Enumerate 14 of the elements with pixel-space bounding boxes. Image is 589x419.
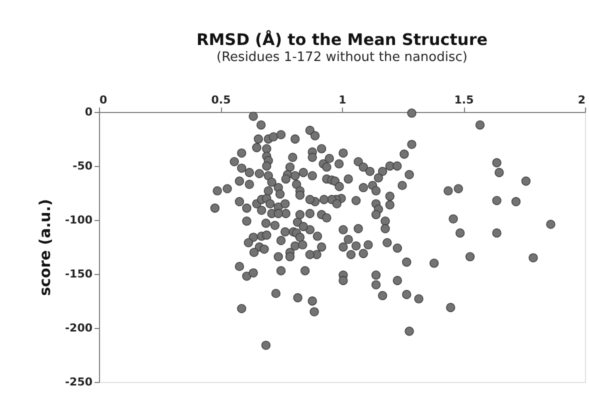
y-tick-label: -150 [64,268,93,280]
y-axis-title: score (a.u.) [36,199,54,296]
y-tick-label: -250 [64,376,93,388]
x-tick-label: 1.5 [454,94,474,106]
y-tick-label: -50 [72,160,93,172]
x-tick-label: 0 [100,94,108,106]
x-tick-label: 0.5 [211,94,231,106]
x-tick-label: 1 [338,94,346,106]
y-tick-label: -100 [64,214,93,226]
chart-title: RMSD (Å) to the Mean Structure [196,30,488,49]
y-tick-label: 0 [84,106,93,118]
y-tick-label: -200 [64,322,93,334]
x-tick-label: 2 [578,94,586,106]
chart-subtitle: (Residues 1-172 without the nanodisc) [216,50,468,65]
